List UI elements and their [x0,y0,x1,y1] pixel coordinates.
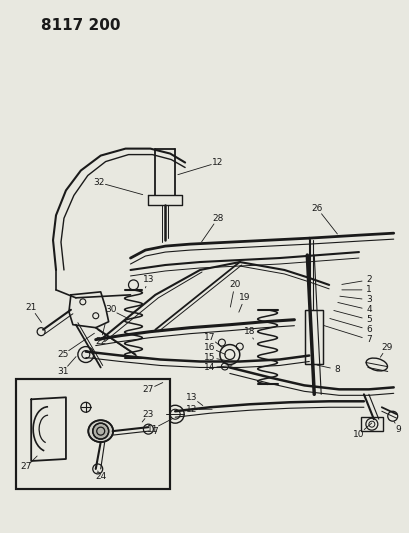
Text: 8117 200: 8117 200 [41,18,120,33]
Text: 15: 15 [204,353,215,362]
Text: 27: 27 [20,463,32,472]
Text: 11: 11 [146,425,158,434]
Text: 8: 8 [333,365,339,374]
Text: 10: 10 [352,430,364,439]
Text: 17: 17 [204,333,215,342]
Text: 18: 18 [243,327,255,336]
Bar [305,310,322,365]
Bar [16,379,170,489]
Text: 12: 12 [186,405,197,414]
Text: 25: 25 [57,350,68,359]
Text: 9: 9 [395,425,400,434]
Ellipse shape [88,420,113,442]
Text: 19: 19 [238,293,250,302]
Text: 13: 13 [142,276,154,285]
Bar [360,417,382,431]
Text: 5: 5 [365,315,371,324]
Text: 16: 16 [204,343,215,352]
Text: 4: 4 [365,305,371,314]
Text: 30: 30 [105,305,116,314]
Text: 3: 3 [365,295,371,304]
Text: 29: 29 [380,343,391,352]
Text: 14: 14 [204,363,215,372]
Text: 6: 6 [365,325,371,334]
Bar [16,379,170,489]
Text: 12: 12 [212,158,223,167]
Text: 22: 22 [95,337,106,346]
Text: 20: 20 [229,280,240,289]
Text: 32: 32 [93,178,104,187]
Text: 31: 31 [57,367,69,376]
Text: 28: 28 [212,214,223,223]
Bar [305,310,322,365]
Text: 21: 21 [25,303,37,312]
Text: 7: 7 [365,335,371,344]
Text: 13: 13 [186,393,198,402]
Text: 1: 1 [365,285,371,294]
Text: 23: 23 [142,410,154,419]
Text: 26: 26 [311,204,322,213]
Text: 27: 27 [142,385,154,394]
Circle shape [92,423,108,439]
Text: 2: 2 [365,276,371,285]
Text: 7: 7 [152,426,158,435]
Text: 24: 24 [95,472,106,481]
